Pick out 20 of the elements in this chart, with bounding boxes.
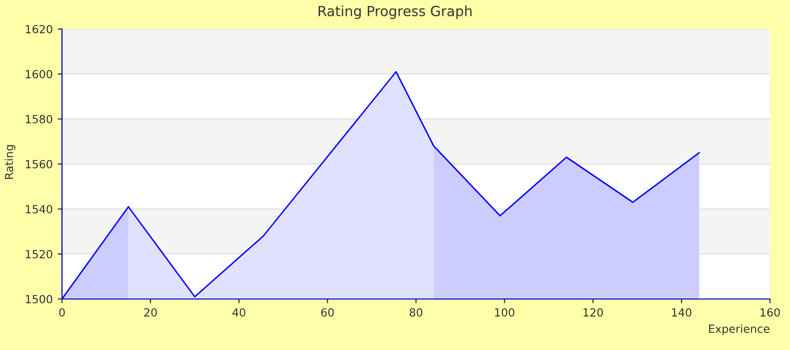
x-tick-label: 160 xyxy=(760,308,780,317)
x-tick-label: 0 xyxy=(59,308,65,317)
x-tick-label: 20 xyxy=(144,308,157,317)
x-tick-label: 60 xyxy=(321,308,334,317)
x-tick-label: 100 xyxy=(495,308,514,317)
y-tick-label: 1620 xyxy=(26,24,52,34)
chart-title: Rating Progress Graph xyxy=(318,6,472,19)
y-tick-label: 1560 xyxy=(26,160,52,168)
y-tick-label: 1520 xyxy=(26,250,52,258)
y-tick-label: 1580 xyxy=(26,114,52,124)
y-tick-label: 1600 xyxy=(26,70,52,78)
x-axis-title: Experience xyxy=(709,324,770,336)
y-tick-label: 1500 xyxy=(26,294,52,304)
y-tick-label: 1540 xyxy=(26,204,52,214)
x-tick-label: 140 xyxy=(672,308,692,317)
x-tick-label: 120 xyxy=(584,308,603,317)
x-tick-label: 40 xyxy=(232,308,246,317)
x-tick-label: 80 xyxy=(410,308,422,317)
line-series xyxy=(62,71,700,299)
y-axis-title: Rating xyxy=(4,145,16,179)
